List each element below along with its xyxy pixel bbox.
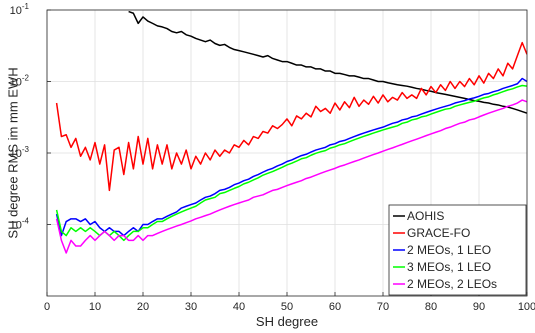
y-tick-label: 10-4 xyxy=(10,217,30,232)
legend-label: GRACE-FO xyxy=(407,226,470,240)
axes-box xyxy=(46,9,528,297)
legend-box xyxy=(388,204,527,296)
series-line xyxy=(55,41,527,192)
x-tick-label: 70 xyxy=(377,301,389,313)
x-tick-label: 10 xyxy=(89,301,101,313)
x-tick-label: 100 xyxy=(518,301,535,313)
y-tick-exponent: -1 xyxy=(22,2,30,11)
y-tick-base: 10 xyxy=(10,220,22,232)
x-tick-label: 0 xyxy=(44,301,50,313)
y-tick-base: 10 xyxy=(10,148,22,160)
y-tick-label: 10-3 xyxy=(10,145,30,160)
y-axis-label: SH degree RMS im mm EWH xyxy=(5,67,20,238)
x-tick-label: 50 xyxy=(281,301,293,313)
legend-label: AOHIS xyxy=(407,209,444,223)
series-line xyxy=(55,77,527,237)
legend: AOHIS GRACE-FO 2 MEOs, 1 LEO 3 MEOs, 1 LEO 2… xyxy=(388,204,527,296)
y-tick-base: 10 xyxy=(10,77,22,89)
x-axis-label: SH degree xyxy=(256,314,318,329)
y-tick-label: 10-2 xyxy=(10,74,30,89)
y-tick-exponent: -3 xyxy=(22,145,30,154)
x-tick-label: 20 xyxy=(137,301,149,313)
series-lines xyxy=(55,10,527,254)
legend-label: 3 MEOs, 1 LEO xyxy=(407,260,491,274)
x-tick-label: 60 xyxy=(329,301,341,313)
legend-label: 2 MEOs, 2 LEOs xyxy=(407,277,497,291)
legend-label: 2 MEOs, 1 LEO xyxy=(407,243,491,257)
x-tick-label: 30 xyxy=(185,301,197,313)
y-tick-exponent: -2 xyxy=(22,74,30,83)
x-tick-label: 90 xyxy=(473,301,485,313)
series-line xyxy=(55,99,527,254)
series-line xyxy=(128,10,527,114)
x-tick-label: 80 xyxy=(425,301,437,313)
series-line xyxy=(55,84,527,242)
y-tick-label: 10-1 xyxy=(10,2,30,17)
x-tick-label: 40 xyxy=(233,301,245,313)
y-tick-base: 10 xyxy=(10,5,22,17)
y-tick-exponent: -4 xyxy=(22,217,30,226)
